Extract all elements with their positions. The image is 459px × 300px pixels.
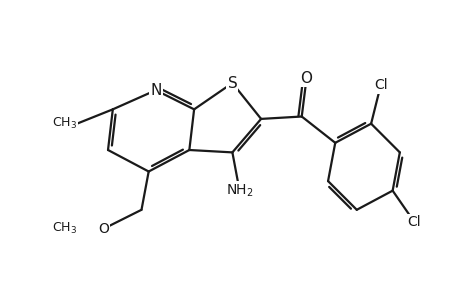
Text: CH$_3$: CH$_3$ <box>52 116 77 131</box>
Text: NH$_2$: NH$_2$ <box>225 182 253 199</box>
Text: CH$_3$: CH$_3$ <box>52 221 77 236</box>
Text: S: S <box>227 76 237 91</box>
Text: Cl: Cl <box>373 78 386 92</box>
Text: O: O <box>300 71 312 86</box>
Text: O: O <box>98 222 108 236</box>
Text: Cl: Cl <box>407 215 420 229</box>
Text: N: N <box>150 83 161 98</box>
